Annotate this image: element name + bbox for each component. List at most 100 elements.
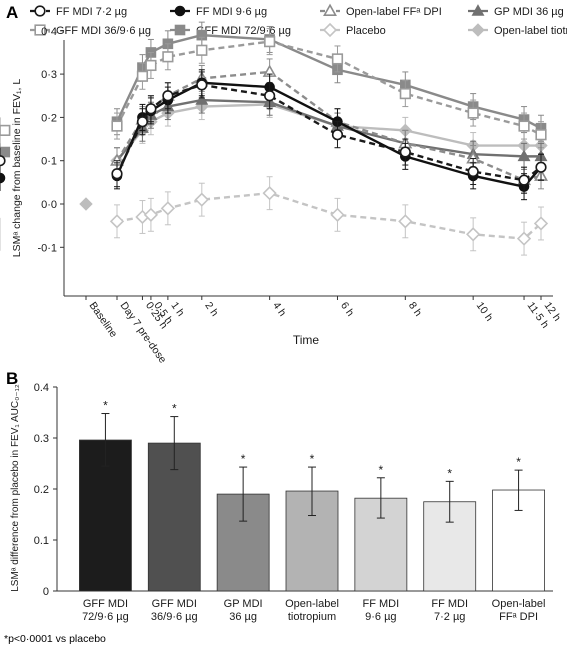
data-point [518,120,530,132]
legend-label: Placebo [346,25,386,37]
data-point [196,79,208,91]
data-point [196,44,208,56]
y-tick-label: 0.1 [34,535,49,547]
data-point [262,186,277,201]
legend-item: Open-label FFᵃ DPI [320,3,442,18]
significance-mark: * [172,402,177,416]
significance-mark: * [103,399,108,413]
data-point [398,214,413,229]
significance-mark: * [310,452,315,466]
y-tick-label: 0·0 [41,199,57,211]
legend-label: GFF MDI 36/9·6 µg [56,25,151,37]
category-label: 7·2 µg [434,611,465,623]
category-label: GP MDI [224,598,263,610]
data-point [517,149,531,162]
x-tick-label: Baseline [87,300,120,340]
x-axis-title: Time [293,333,320,347]
data-point [264,90,276,102]
data-point [0,155,6,167]
y-tick-label: 0 [43,586,49,598]
category-label: 36/9·6 µg [151,611,198,623]
legend-item: FF MDI 7·2 µg [30,5,127,18]
data-point [145,103,157,115]
data-point [0,146,11,158]
legend-item: Open-label tiotropium [468,23,567,37]
y-tick-label: 0.2 [34,484,49,496]
y-axis-title: LSMᵃ difference from placebo in FEV₁ AUC… [10,384,21,592]
data-point [160,201,176,216]
data-point [145,59,157,72]
legend-marker [471,23,485,37]
data-point [195,93,209,105]
data-point [535,129,547,141]
series-line [115,40,542,136]
legend-label: FF MDI 7·2 µg [56,6,127,18]
data-point [331,129,344,141]
x-tick-label: 6 h [338,300,356,319]
data-point [162,90,174,102]
data-point [111,168,123,180]
series-placebo [0,176,549,256]
data-point [467,107,479,119]
data-point [162,51,174,63]
x-tick-label: 2 h [202,300,220,319]
data-point [111,120,123,132]
category-label: FFᵃ DPI [499,611,538,623]
y-tick-label: 0·1 [41,156,57,168]
series-ff96 [0,69,547,201]
legend-marker [323,3,337,16]
y-tick-label: 0.3 [34,433,49,445]
bar-chart: 0 0.1 0.2 0.3 0.4 LSMᵃ difference from placeb… [10,382,553,623]
category-label: tiotropium [288,611,336,623]
data-point [136,116,149,128]
legend-marker [322,22,338,38]
y-tick-label: 0·4 [41,26,57,38]
legend-label: FF MDI 9·6 µg [196,6,267,18]
series-line [115,83,542,182]
legend-marker [34,5,46,17]
series-gff36 [0,28,547,149]
series-line [115,70,542,182]
significance-mark: * [379,463,384,477]
baseline-marker [79,197,93,211]
legend-marker [34,24,46,36]
data-point [535,161,547,173]
data-point [399,146,411,158]
significance-mark: * [516,455,521,469]
category-label: FF MDI [363,598,400,610]
data-point [0,124,11,136]
y-tick-label: -0·1 [37,242,57,254]
data-point [330,207,345,222]
legend-label: Open-label tiotropium [494,25,567,37]
data-point [194,192,209,207]
data-point [516,231,532,246]
data-point [399,87,411,100]
x-tick-label: 4 h [270,300,288,319]
data-point [518,174,530,186]
legend-item: GFF MDI 36/9·6 µg [30,24,151,37]
data-point [466,227,481,242]
category-label: GFF MDI [152,598,197,610]
legend-marker [174,5,186,17]
category-label: Open-label [285,598,339,610]
panel-b-label: B [6,369,18,388]
legend-label: Open-label FFᵃ DPI [346,6,442,18]
significance-mark: * [447,466,452,480]
significance-mark: * [241,452,246,466]
data-point [109,214,125,229]
category-label: 9·6 µg [365,611,396,623]
data-point [331,53,344,65]
x-tick-label: 10 h [474,300,496,324]
data-point [533,216,549,231]
legend-item: GP MDI 36 µg [468,4,564,18]
category-label: GFF MDI [83,598,128,610]
legend-label: GP MDI 36 µg [494,6,564,18]
data-point [143,207,159,222]
data-point [264,36,276,48]
legend-item: GFF MDI 72/9·6 µg [170,24,291,37]
y-axis-title: LSMᵃ change from baseline in FEV₁, L [11,79,23,258]
y-tick-label: 0·2 [41,112,57,124]
legend-label: GFF MDI 72/9·6 µg [196,25,291,37]
